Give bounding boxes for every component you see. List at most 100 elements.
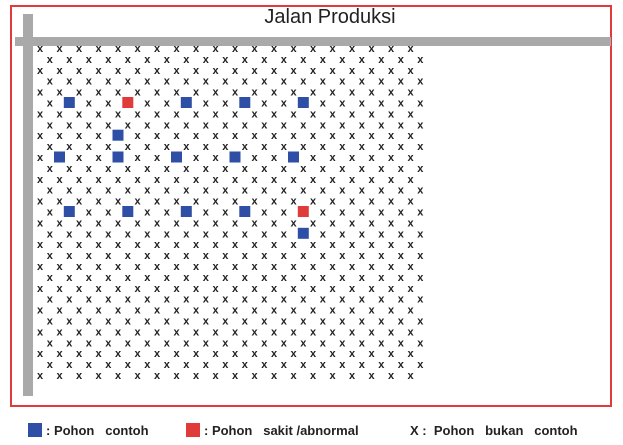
non-sample-tree: x bbox=[222, 119, 229, 131]
non-sample-tree: x bbox=[398, 359, 405, 371]
non-sample-tree: x bbox=[320, 163, 327, 175]
non-sample-tree: x bbox=[193, 283, 200, 295]
non-sample-tree: x bbox=[134, 65, 141, 77]
non-sample-tree: x bbox=[76, 305, 83, 317]
non-sample-tree: x bbox=[144, 98, 151, 110]
non-sample-tree: x bbox=[242, 141, 249, 153]
non-sample-tree: x bbox=[105, 119, 112, 131]
non-sample-tree: x bbox=[417, 228, 424, 240]
non-sample-tree: x bbox=[76, 65, 83, 77]
non-sample-tree: x bbox=[47, 119, 54, 131]
non-sample-tree: x bbox=[164, 272, 171, 284]
non-sample-tree: x bbox=[76, 261, 83, 273]
non-sample-tree: x bbox=[193, 326, 200, 338]
non-sample-tree: x bbox=[144, 250, 151, 262]
non-sample-tree: x bbox=[261, 141, 268, 153]
non-sample-tree: x bbox=[368, 108, 375, 120]
non-sample-tree: x bbox=[105, 228, 112, 240]
non-sample-tree: x bbox=[407, 261, 414, 273]
non-sample-tree: x bbox=[134, 43, 141, 55]
non-sample-tree: x bbox=[339, 207, 346, 219]
non-sample-tree: x bbox=[154, 87, 161, 99]
non-sample-tree: x bbox=[290, 108, 297, 120]
non-sample-tree: x bbox=[232, 370, 239, 382]
non-sample-tree: x bbox=[76, 43, 83, 55]
non-sample-tree: x bbox=[144, 119, 151, 131]
non-sample-tree: x bbox=[407, 348, 414, 360]
non-sample-tree: x bbox=[359, 185, 366, 197]
non-sample-tree: x bbox=[281, 76, 288, 88]
non-sample-tree: x bbox=[66, 76, 73, 88]
non-sample-tree: x bbox=[310, 305, 317, 317]
non-sample-tree: x bbox=[37, 326, 44, 338]
non-sample-tree: x bbox=[281, 228, 288, 240]
non-sample-tree: x bbox=[261, 294, 268, 306]
sample-tree bbox=[229, 151, 241, 163]
non-sample-tree: x bbox=[47, 228, 54, 240]
non-sample-tree: x bbox=[329, 108, 336, 120]
non-sample-tree: x bbox=[329, 261, 336, 273]
non-sample-tree: x bbox=[212, 305, 219, 317]
non-sample-tree: x bbox=[154, 130, 161, 142]
non-sample-tree: x bbox=[37, 87, 44, 99]
non-sample-tree: x bbox=[95, 43, 102, 55]
non-sample-tree: x bbox=[173, 130, 180, 142]
non-sample-tree: x bbox=[56, 43, 63, 55]
non-sample-tree: x bbox=[164, 54, 171, 66]
sample-tree bbox=[171, 151, 182, 163]
non-sample-tree: x bbox=[378, 228, 385, 240]
sample-tree bbox=[180, 97, 192, 108]
non-sample-tree: x bbox=[368, 174, 375, 186]
non-sample-tree: x bbox=[86, 141, 93, 153]
non-sample-tree: x bbox=[37, 370, 44, 382]
non-sample-tree: x bbox=[154, 370, 161, 382]
non-sample-tree: x bbox=[47, 141, 54, 153]
non-sample-tree: x bbox=[359, 76, 366, 88]
non-sample-tree: x bbox=[86, 185, 93, 197]
non-sample-tree: x bbox=[105, 272, 112, 284]
non-sample-tree: x bbox=[388, 326, 395, 338]
non-sample-tree: x bbox=[115, 174, 122, 186]
non-sample-tree: x bbox=[368, 348, 375, 360]
non-sample-tree: x bbox=[261, 316, 268, 328]
non-sample-tree: x bbox=[115, 283, 122, 295]
non-sample-tree: x bbox=[407, 87, 414, 99]
non-sample-tree: x bbox=[271, 239, 278, 251]
non-sample-tree: x bbox=[398, 119, 405, 131]
non-sample-tree: x bbox=[212, 326, 219, 338]
non-sample-tree: x bbox=[329, 152, 336, 164]
non-sample-tree: x bbox=[281, 141, 288, 153]
non-sample-tree: x bbox=[290, 283, 297, 295]
non-sample-tree: x bbox=[417, 337, 424, 349]
non-sample-tree: x bbox=[86, 54, 93, 66]
non-sample-tree: x bbox=[144, 163, 151, 175]
non-sample-tree: x bbox=[349, 65, 356, 77]
non-sample-tree: x bbox=[193, 239, 200, 251]
non-sample-tree: x bbox=[76, 283, 83, 295]
non-sample-tree: x bbox=[378, 272, 385, 284]
non-sample-tree: x bbox=[37, 108, 44, 120]
non-sample-tree: x bbox=[349, 305, 356, 317]
non-sample-tree: x bbox=[86, 76, 93, 88]
non-sample-tree: x bbox=[378, 185, 385, 197]
non-sample-tree: x bbox=[193, 261, 200, 273]
non-sample-tree: x bbox=[417, 185, 424, 197]
non-sample-tree: x bbox=[86, 294, 93, 306]
non-sample-tree: x bbox=[310, 174, 317, 186]
non-sample-tree: x bbox=[115, 108, 122, 120]
non-sample-tree: x bbox=[261, 54, 268, 66]
non-sample-tree: x bbox=[261, 119, 268, 131]
non-sample-tree: x bbox=[290, 130, 297, 142]
non-sample-tree: x bbox=[95, 370, 102, 382]
non-sample-tree: x bbox=[66, 272, 73, 284]
non-sample-tree: x bbox=[271, 370, 278, 382]
non-sample-tree: x bbox=[271, 65, 278, 77]
non-sample-tree: x bbox=[66, 119, 73, 131]
non-sample-tree: x bbox=[212, 261, 219, 273]
non-sample-tree: x bbox=[329, 196, 336, 208]
non-sample-tree: x bbox=[417, 250, 424, 262]
non-sample-tree: x bbox=[173, 261, 180, 273]
non-sample-tree: x bbox=[251, 348, 258, 360]
non-sample-tree: x bbox=[203, 141, 210, 153]
non-sample-tree: x bbox=[388, 196, 395, 208]
